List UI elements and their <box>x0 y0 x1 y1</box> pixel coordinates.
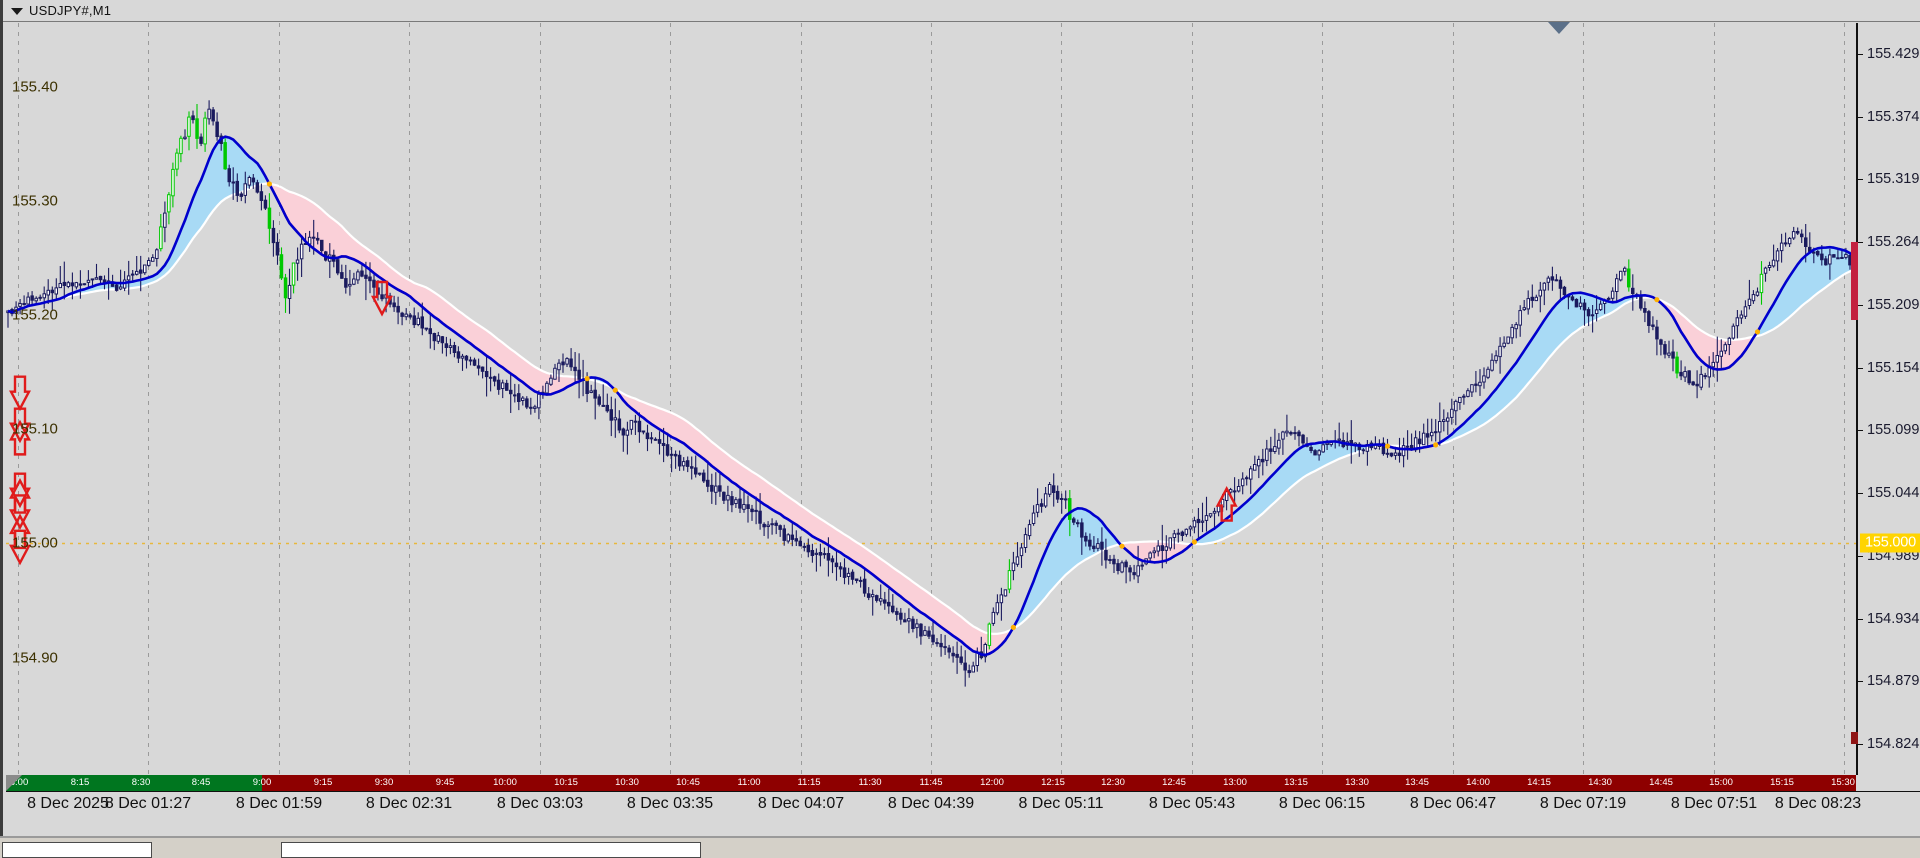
time-axis-label: 8 Dec 07:51 <box>1670 795 1758 812</box>
left-price-label: 155.40 <box>12 78 58 96</box>
price-axis-label: 155.264 <box>1867 234 1920 251</box>
session-tick-label: 10:00 <box>493 777 517 788</box>
price-axis-label: 155.044 <box>1867 485 1920 502</box>
left-price-label: 155.00 <box>12 534 58 552</box>
price-axis-label: 154.824 <box>1867 736 1920 753</box>
session-indicator-strip[interactable]: 8:00 8:15 8:30 8:45 9:00 9:15 9:30 9:45 10:00 10:… <box>6 775 1856 791</box>
session-tick-label: 14:15 <box>1527 777 1551 788</box>
signal-arrows <box>9 280 1238 566</box>
session-tick-label: 14:00 <box>1466 777 1490 788</box>
time-axis-label: 8 Dec 05:43 <box>1148 795 1236 812</box>
price-axis-tick <box>1858 555 1863 557</box>
session-tick-label: 14:30 <box>1588 777 1612 788</box>
time-axis-label: 8 Dec 01:27 <box>104 795 192 812</box>
time-axis-label: 8 Dec 07:19 <box>1539 795 1627 812</box>
price-axis-tick <box>1858 618 1863 620</box>
price-axis-tick <box>1858 116 1863 118</box>
session-tick-label: 15:15 <box>1770 777 1794 788</box>
session-tick-label: 11:00 <box>737 777 761 788</box>
chart-window: USDJPY#,M1 155.40 155.30 155.20 155.10 155.0… <box>0 0 1920 836</box>
session-tick-label: 11:45 <box>919 777 943 788</box>
price-axis-tick <box>1858 179 1863 181</box>
price-chart-svg <box>6 23 1856 775</box>
down-triangle-marker-icon <box>1548 22 1570 34</box>
session-tick-label: 15:00 <box>1709 777 1733 788</box>
session-tick-label: 12:45 <box>1162 777 1186 788</box>
time-axis-label: 8 Dec 08:23 <box>1774 795 1862 812</box>
time-axis-label: 8 Dec 06:15 <box>1278 795 1366 812</box>
session-tick-label: 9:00 <box>252 777 272 788</box>
session-tick-label: 12:15 <box>1041 777 1065 788</box>
time-axis-label: 8 Dec 2025 <box>27 795 109 812</box>
chart-symbol-title: USDJPY#,M1 <box>29 3 112 18</box>
chart-title-bar[interactable]: USDJPY#,M1 <box>3 0 1920 22</box>
bottom-chrome-bar <box>0 836 1920 858</box>
left-price-label: 154.90 <box>12 649 58 666</box>
session-tick-label: 13:45 <box>1405 777 1429 788</box>
time-axis-label: 8 Dec 05:11 <box>1018 795 1104 812</box>
time-axis[interactable]: 8 Dec 2025 8 Dec 01:27 8 Dec 01:59 8 Dec 02… <box>6 791 1920 819</box>
session-tick-label: 14:45 <box>1649 777 1673 788</box>
session-tick-label: 8:30 <box>131 777 151 788</box>
low-price-marker <box>1851 731 1858 744</box>
session-tick-label: 13:30 <box>1345 777 1369 788</box>
price-axis-label: 155.154 <box>1867 359 1920 376</box>
price-axis-label: 154.879 <box>1867 673 1920 690</box>
price-axis-label: 154.934 <box>1867 610 1920 627</box>
session-tick-label: 9:30 <box>374 777 394 788</box>
session-tick-label: 13:15 <box>1284 777 1308 788</box>
session-tick-label: 10:45 <box>676 777 700 788</box>
time-axis-label: 8 Dec 04:07 <box>757 795 845 812</box>
price-axis-tick <box>1858 493 1863 495</box>
price-axis-label: 155.099 <box>1867 422 1920 439</box>
session-tick-label: 13:00 <box>1223 777 1247 788</box>
price-axis-tick <box>1858 304 1863 306</box>
price-axis-tick <box>1858 53 1863 55</box>
session-tick-label: 10:30 <box>615 777 639 788</box>
session-segment-green <box>6 775 262 791</box>
session-tick-label: 15:30 <box>1831 777 1855 788</box>
price-axis-tick <box>1858 367 1863 369</box>
price-plot-area[interactable]: 155.40 155.30 155.20 155.10 155.00 154.90 <box>6 23 1856 775</box>
time-axis-label: 8 Dec 06:47 <box>1409 795 1497 812</box>
session-tick-label: 9:15 <box>313 777 333 788</box>
price-axis-label: 155.429 <box>1867 45 1920 62</box>
time-axis-label: 8 Dec 03:03 <box>496 795 584 812</box>
time-axis-label: 8 Dec 02:31 <box>365 795 453 812</box>
price-axis-tick <box>1858 681 1863 683</box>
price-axis-tick <box>1858 242 1863 244</box>
session-tick-label: 9:45 <box>435 777 455 788</box>
candlestick-series <box>6 100 1856 687</box>
session-tick-label: 8:45 <box>191 777 211 788</box>
left-price-label: 155.10 <box>12 420 58 438</box>
price-axis-label: 155.374 <box>1867 108 1920 125</box>
price-axis[interactable]: 155.429 155.374 155.319 155.264 155.209 155.1… <box>1851 23 1920 775</box>
chevron-down-icon[interactable] <box>11 7 23 15</box>
time-axis-label: 8 Dec 03:35 <box>626 795 714 812</box>
left-price-label: 155.20 <box>12 306 58 324</box>
session-tick-label: 12:00 <box>980 777 1004 788</box>
session-tick-label: 11:30 <box>858 777 882 788</box>
price-axis-label: 155.209 <box>1867 296 1920 313</box>
price-axis-label: 155.319 <box>1867 171 1920 188</box>
time-axis-label: 8 Dec 04:39 <box>887 795 975 812</box>
moving-average-line <box>7 135 1855 657</box>
session-tick-label: 11:15 <box>797 777 821 788</box>
current-price-tag: 155.000 <box>1860 533 1920 553</box>
session-segment-red <box>262 775 1856 791</box>
session-tick-label: 8:15 <box>70 777 90 788</box>
bid-price-marker <box>1851 242 1858 320</box>
time-axis-label: 8 Dec 01:59 <box>235 795 323 812</box>
price-axis-tick <box>1858 430 1863 432</box>
session-tick-label: 10:15 <box>554 777 578 788</box>
session-tick-label: 12:30 <box>1101 777 1125 788</box>
price-axis-tick <box>1858 744 1863 746</box>
timeframe-start-arrow-icon <box>6 775 22 791</box>
left-price-label: 155.30 <box>12 192 58 210</box>
